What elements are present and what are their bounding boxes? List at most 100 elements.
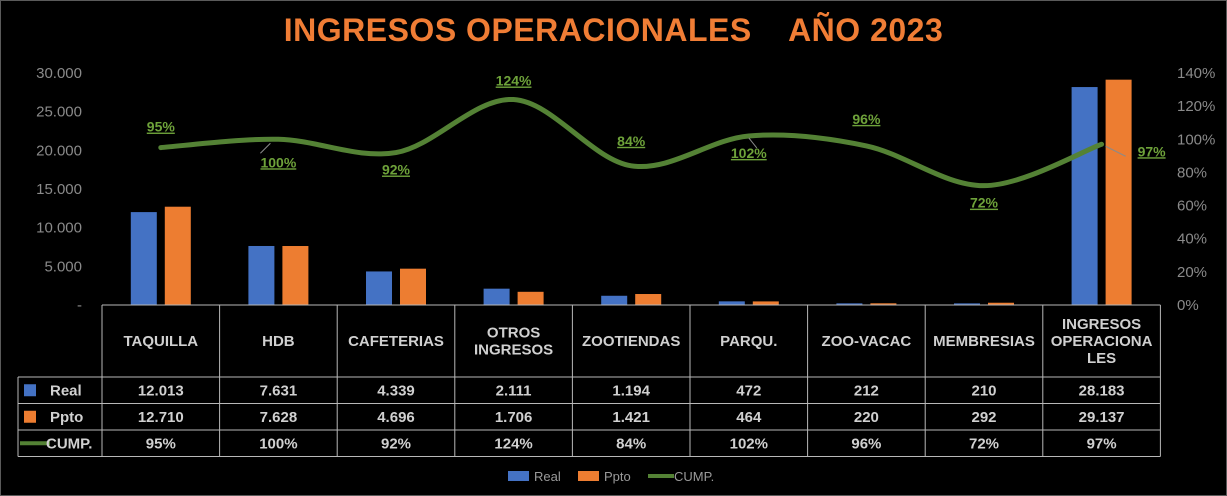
category-label: OTROS bbox=[487, 325, 540, 342]
y-right-tick-label: 0% bbox=[1177, 297, 1199, 314]
legend: Real Ppto CUMP. bbox=[508, 469, 714, 484]
y-left-tick-label: - bbox=[77, 297, 82, 314]
bar-real bbox=[718, 301, 745, 305]
table-row-label: CUMP. bbox=[46, 435, 92, 452]
table-cell-value: 12.013 bbox=[138, 382, 184, 399]
table-cell-value: 472 bbox=[736, 382, 761, 399]
cump-line: 95% 100% 92% 124% 84% 102% 96% 72% 97% bbox=[147, 73, 1166, 211]
bar-real bbox=[954, 303, 980, 305]
table-legend-key bbox=[24, 410, 36, 423]
y-left-tick-label: 25.000 bbox=[36, 104, 82, 121]
bar-real bbox=[1071, 87, 1098, 305]
y-left-tick-label: 20.000 bbox=[36, 142, 82, 159]
category-label: MEMBRESIAS bbox=[933, 333, 1035, 350]
cump-series-line bbox=[158, 97, 1105, 189]
bar-real bbox=[483, 288, 510, 305]
table-cell-value: 72% bbox=[969, 435, 999, 452]
cump-data-label: 95% bbox=[147, 119, 176, 135]
table-cell-value: 29.137 bbox=[1079, 409, 1125, 426]
bar-ppto bbox=[400, 268, 426, 305]
cump-data-label: 92% bbox=[382, 162, 411, 178]
y-right-tick-label: 20% bbox=[1177, 264, 1207, 281]
table-cell-value: 7.628 bbox=[260, 409, 298, 426]
bar-ppto bbox=[282, 246, 309, 305]
table-cell-value: 212 bbox=[854, 382, 879, 399]
legend-label: CUMP. bbox=[674, 469, 714, 484]
label-leader-line bbox=[748, 137, 758, 149]
category-label: ZOO-VACAC bbox=[822, 333, 912, 350]
bar-real bbox=[601, 295, 628, 305]
table-row-label: Real bbox=[50, 382, 82, 399]
bar-ppto bbox=[988, 302, 1014, 305]
bar-real bbox=[130, 212, 157, 305]
bar-ppto bbox=[870, 303, 897, 305]
y-right-tick-label: 100% bbox=[1177, 131, 1215, 148]
table-cell-value: 124% bbox=[494, 435, 532, 452]
legend-key-real bbox=[508, 471, 529, 481]
chart-title: INGRESOS OPERACIONALES AÑO 2023 bbox=[283, 12, 944, 48]
y-right-tick-label: 40% bbox=[1177, 231, 1207, 248]
table-cell-value: 100% bbox=[259, 435, 297, 452]
legend-key-ppto bbox=[578, 471, 599, 481]
bar-real bbox=[836, 303, 863, 305]
bars bbox=[130, 79, 1132, 306]
category-label: HDB bbox=[262, 333, 295, 350]
y-left-tick-label: 15.000 bbox=[36, 181, 82, 198]
bar-ppto bbox=[752, 301, 779, 305]
category-label: PARQU. bbox=[720, 333, 777, 350]
category-label: INGRESOS bbox=[1062, 316, 1141, 333]
table-cell-value: 84% bbox=[616, 435, 646, 452]
category-label: CAFETERIAS bbox=[348, 333, 444, 350]
bar-ppto bbox=[635, 294, 662, 305]
table-cell-value: 4.339 bbox=[377, 382, 415, 399]
y-left-tick-label: 5.000 bbox=[44, 258, 82, 275]
y-left-tick-label: 30.000 bbox=[36, 65, 82, 82]
category-label: LES bbox=[1087, 350, 1116, 367]
table-cell-value: 97% bbox=[1087, 435, 1117, 452]
axis-ticks: - 5.000 10.000 15.000 20.000 25.000 30.000 0% 20… bbox=[36, 65, 1215, 314]
table-legend-key bbox=[24, 384, 36, 397]
table-cell-value: 210 bbox=[971, 382, 996, 399]
bar-ppto bbox=[164, 206, 191, 305]
cump-data-label: 100% bbox=[260, 154, 296, 170]
category-label: OPERACIONA bbox=[1051, 333, 1153, 350]
table-cell-value: 102% bbox=[730, 435, 768, 452]
table-cell-value: 28.183 bbox=[1079, 382, 1125, 399]
table-cell-value: 464 bbox=[736, 409, 762, 426]
table-cell-value: 1.706 bbox=[495, 409, 533, 426]
category-label: INGRESOS bbox=[474, 342, 553, 359]
cump-data-label: 102% bbox=[731, 145, 767, 161]
bar-real bbox=[366, 271, 392, 305]
legend-label: Real bbox=[534, 469, 561, 484]
cump-data-label: 72% bbox=[970, 195, 999, 211]
label-leader-line bbox=[1105, 145, 1126, 157]
cump-data-label: 124% bbox=[496, 73, 532, 89]
y-right-tick-label: 60% bbox=[1177, 198, 1207, 215]
category-label: TAQUILLA bbox=[123, 333, 198, 350]
bar-ppto bbox=[1105, 79, 1132, 306]
cump-data-label: 96% bbox=[852, 111, 881, 127]
y-right-tick-label: 80% bbox=[1177, 164, 1207, 181]
cump-data-label: 97% bbox=[1138, 143, 1167, 159]
table-cell-value: 92% bbox=[381, 435, 411, 452]
table-cell-value: 220 bbox=[854, 409, 879, 426]
table-cell-value: 1.421 bbox=[612, 409, 650, 426]
table-cell-value: 7.631 bbox=[260, 382, 298, 399]
y-left-tick-label: 10.000 bbox=[36, 220, 82, 237]
table-cell-value: 96% bbox=[851, 435, 881, 452]
table-row-label: Ppto bbox=[50, 409, 83, 426]
cump-data-label: 84% bbox=[617, 133, 646, 149]
y-right-tick-label: 120% bbox=[1177, 98, 1215, 115]
table-cell-value: 292 bbox=[971, 409, 996, 426]
table-cell-value: 1.194 bbox=[612, 382, 650, 399]
table-cell-value: 95% bbox=[146, 435, 176, 452]
bar-ppto bbox=[517, 291, 544, 305]
bar-real bbox=[248, 245, 275, 305]
table-cell-value: 2.111 bbox=[496, 382, 532, 399]
label-leader-line bbox=[260, 142, 271, 154]
table-cell-value: 4.696 bbox=[377, 409, 415, 426]
y-right-tick-label: 140% bbox=[1177, 65, 1215, 82]
